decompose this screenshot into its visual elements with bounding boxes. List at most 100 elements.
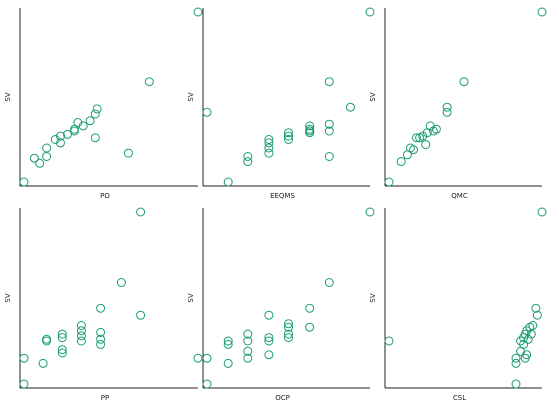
data-point — [96, 334, 106, 344]
scatter-panel-po: SV PO — [4, 7, 203, 200]
data-point — [57, 329, 67, 339]
data-point — [522, 350, 532, 360]
x-axis-label: PO — [100, 192, 110, 200]
data-point — [243, 329, 253, 339]
data-point — [78, 121, 88, 131]
data-point — [96, 327, 106, 337]
data-point — [193, 7, 203, 17]
data-point — [305, 322, 315, 332]
data-point — [365, 7, 375, 17]
x-axis-label: EEQMS — [270, 192, 295, 200]
data-point — [431, 124, 441, 134]
data-point — [442, 107, 452, 117]
data-point — [305, 303, 315, 313]
data-point — [531, 303, 541, 313]
data-point — [29, 153, 39, 163]
data-point — [243, 152, 253, 161]
data-point — [526, 329, 536, 339]
data-point — [42, 334, 52, 344]
data-point — [459, 77, 469, 87]
data-point — [532, 310, 542, 320]
x-axis-label: QMC — [451, 192, 468, 200]
data-point — [511, 353, 521, 363]
data-point — [412, 133, 421, 143]
data-point — [284, 135, 293, 144]
data-point — [264, 333, 274, 343]
data-point — [305, 121, 315, 131]
data-point — [442, 102, 452, 112]
data-point — [264, 138, 274, 148]
data-point — [537, 207, 547, 217]
data-point — [324, 126, 334, 136]
data-point — [284, 329, 293, 339]
data-point — [305, 124, 315, 134]
data-point — [92, 104, 102, 114]
y-axis-label: SV — [4, 293, 12, 302]
y-axis-label: SV — [187, 293, 195, 302]
data-point — [76, 331, 86, 341]
data-point — [284, 319, 293, 329]
data-point — [324, 77, 334, 87]
data-point — [223, 358, 233, 368]
x-axis-label: CSL — [453, 394, 466, 402]
data-point — [56, 131, 65, 141]
y-axis-label: SV — [187, 92, 195, 101]
data-point — [421, 140, 431, 150]
data-point — [528, 321, 538, 330]
scatter-panel-eeqms: SV EEQMS — [187, 7, 375, 200]
data-point — [384, 177, 394, 187]
data-point — [264, 148, 274, 158]
data-point — [76, 336, 86, 346]
data-point — [418, 131, 428, 141]
data-point — [42, 143, 52, 153]
data-point — [264, 135, 274, 144]
data-point — [243, 346, 253, 356]
data-point — [56, 138, 65, 148]
data-point — [70, 126, 79, 136]
data-point — [345, 102, 355, 112]
y-axis-label: SV — [369, 293, 377, 302]
data-point — [116, 278, 126, 287]
scatter-panel-ocp: SV OCP — [187, 207, 375, 402]
data-point — [202, 353, 212, 363]
scatter-panel-csl: SV CSL — [369, 207, 547, 402]
data-point — [284, 131, 293, 141]
scatter-panel-qmc: SV QMC — [369, 7, 547, 200]
data-point — [324, 278, 334, 287]
data-point — [19, 177, 29, 187]
data-point — [284, 333, 293, 343]
data-point — [38, 358, 48, 368]
data-point — [384, 336, 394, 346]
data-point — [264, 350, 274, 360]
data-point — [223, 336, 233, 346]
data-point — [90, 109, 100, 119]
data-point — [57, 345, 67, 355]
data-point — [63, 129, 72, 139]
data-point — [523, 334, 533, 344]
y-axis-label: SV — [369, 92, 377, 101]
x-axis-label: PP — [101, 394, 109, 402]
data-point — [144, 77, 154, 87]
data-point — [96, 339, 106, 349]
data-point — [57, 348, 67, 358]
data-point — [85, 116, 95, 126]
data-point — [264, 310, 274, 320]
data-point — [90, 133, 100, 143]
data-point — [123, 148, 133, 158]
data-point — [324, 119, 334, 129]
data-point — [202, 379, 212, 389]
data-point — [223, 177, 233, 187]
data-point — [243, 353, 253, 363]
data-point — [511, 379, 521, 389]
data-point — [136, 207, 146, 217]
data-point — [396, 157, 406, 167]
data-point — [42, 152, 52, 161]
data-point — [57, 333, 67, 343]
data-point — [96, 303, 106, 313]
data-point — [409, 145, 418, 155]
data-point — [365, 207, 375, 217]
data-point — [243, 336, 253, 346]
y-axis-label: SV — [4, 92, 12, 101]
data-point — [136, 310, 146, 320]
